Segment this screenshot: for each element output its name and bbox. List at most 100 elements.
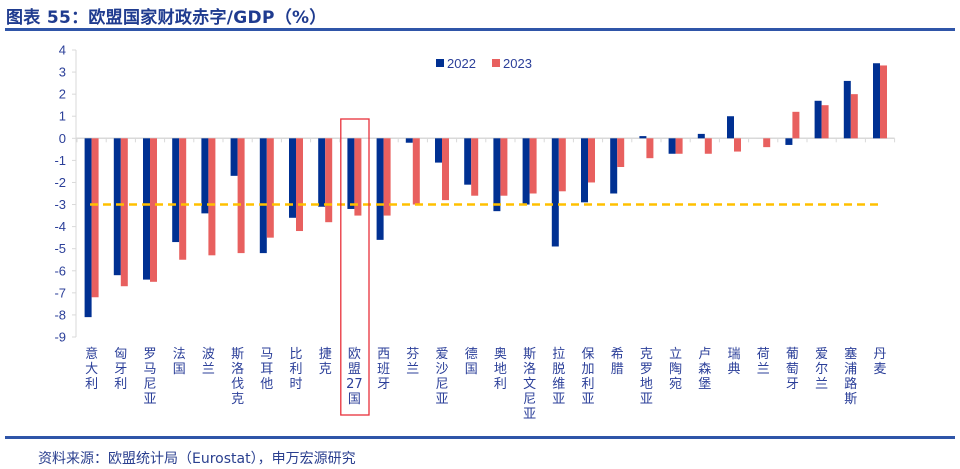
chart-title: 图表 55：欧盟国家财政赤字/GDP（%） [6, 8, 327, 28]
bar-2022-塞浦路斯 [843, 80, 851, 139]
bar-2023-瑞典 [734, 138, 741, 152]
x-tick-label: 葡萄牙 [786, 347, 799, 392]
x-tick-label: 匈牙利 [114, 347, 127, 392]
x-tick-label: 罗马尼亚 [143, 347, 156, 407]
x-tick-label: 西班牙 [377, 347, 390, 392]
bar-2022-罗马尼亚 [143, 138, 150, 280]
bar-2023-比利时 [296, 138, 303, 232]
bar-2023-法国 [179, 138, 187, 260]
y-tick-label: -3 [54, 197, 66, 212]
bar-2023-意大利 [91, 138, 99, 298]
source-note: 资料来源：欧盟统计局（Eurostat），申万宏源研究 [38, 451, 356, 467]
x-tick-label: 芬兰 [406, 347, 419, 377]
bar-2022-奥地利 [493, 138, 501, 212]
x-tick-label: 法国 [173, 347, 186, 377]
y-tick-label: -1 [54, 153, 66, 168]
bar-2022-欧盟27国 [347, 138, 355, 209]
bar-2022-马耳他 [259, 138, 267, 254]
x-tick-label: 奥地利 [494, 347, 507, 392]
bar-2022-爱沙尼亚 [435, 138, 442, 163]
bar-2023-丹麦 [880, 65, 887, 139]
legend-swatch-2022 [436, 59, 444, 67]
x-tick-label: 爱尔兰 [815, 347, 828, 392]
y-tick-label: 2 [59, 87, 66, 102]
bar-2023-希腊 [617, 138, 625, 168]
legend-label-2023: 2023 [503, 56, 532, 71]
x-tick-label: 拉脱维亚 [552, 347, 565, 407]
x-tick-label: 克罗地亚 [640, 347, 653, 407]
bar-2022-丹麦 [873, 63, 880, 139]
x-tick-label: 比利时 [289, 347, 302, 392]
y-tick-label: 0 [59, 131, 66, 146]
bar-2022-拉脱维亚 [551, 138, 559, 247]
bar-2023-波兰 [208, 138, 216, 256]
legend-label-2022: 2022 [447, 56, 476, 71]
x-tick-label: 斯洛文尼亚 [523, 347, 536, 422]
bars [84, 63, 887, 318]
x-tick-label: 瑞典 [727, 347, 740, 377]
x-axis [76, 137, 896, 143]
bar-2023-克罗地亚 [646, 138, 654, 159]
bar-2022-德国 [464, 138, 472, 185]
bar-2022-立陶宛 [668, 138, 676, 154]
y-tick-label: 1 [59, 109, 66, 124]
y-tick-label: 4 [59, 43, 66, 58]
legend: 2022 2023 [436, 56, 532, 71]
bar-2022-卢森堡 [697, 133, 705, 139]
bar-2022-匈牙利 [113, 138, 121, 276]
x-tick-label: 捷克 [319, 347, 332, 377]
bar-2023-欧盟27国 [354, 138, 362, 216]
x-tick-label: 爱沙尼亚 [435, 347, 448, 407]
x-tick-label: 丹麦 [873, 347, 886, 377]
bar-2023-荷兰 [763, 138, 771, 148]
bar-2023-爱尔兰 [821, 105, 829, 139]
x-tick-label: 立陶宛 [669, 347, 682, 392]
bar-2023-奥地利 [500, 138, 508, 196]
bar-2022-法国 [172, 138, 180, 243]
bar-2022-克罗地亚 [639, 136, 647, 139]
bar-2023-立陶宛 [675, 138, 683, 154]
legend-swatch-2023 [492, 59, 500, 67]
bar-2022-葡萄牙 [785, 138, 793, 145]
y-tick-label: -2 [54, 175, 66, 190]
bar-2023-匈牙利 [120, 138, 128, 287]
bar-2023-保加利亚 [588, 138, 595, 183]
bar-2022-西班牙 [376, 138, 384, 240]
bar-2023-芬兰 [412, 138, 420, 205]
x-tick-label: 希腊 [611, 347, 624, 377]
y-axis: 4 3 2 1 0 -1 -2 -3 -4 -5 -6 -7 -8 -9 [54, 43, 77, 345]
y-tick-label: -9 [54, 330, 66, 345]
header-rule [5, 28, 955, 31]
y-tick-label: -4 [54, 219, 66, 234]
x-tick-label: 欧盟 27 国 [346, 347, 363, 407]
x-tick-label: 意大利 [85, 346, 98, 392]
highlight-box [340, 118, 370, 416]
y-tick-label: -6 [54, 263, 66, 278]
y-tick-label: -7 [54, 285, 66, 300]
bar-2022-爱尔兰 [814, 100, 822, 139]
bar-2023-拉脱维亚 [558, 138, 566, 192]
bar-2023-德国 [471, 138, 479, 196]
y-tick-label: -5 [54, 241, 66, 256]
bar-2023-斯洛伐克 [237, 138, 245, 254]
bar-2023-西班牙 [383, 138, 391, 216]
bar-2022-捷克 [318, 138, 326, 207]
x-tick-label: 塞浦路斯 [844, 346, 857, 407]
x-tick-label: 荷兰 [757, 347, 770, 377]
y-tick-label: 3 [59, 65, 66, 80]
bar-2022-波兰 [201, 138, 209, 214]
bar-2023-卢森堡 [704, 138, 712, 154]
bar-2023-爱沙尼亚 [442, 138, 449, 201]
bar-2023-捷克 [325, 138, 333, 223]
bar-2022-保加利亚 [581, 138, 588, 203]
bar-2022-斯洛文尼亚 [522, 138, 530, 205]
bar-2022-希腊 [610, 138, 618, 194]
x-tick-label: 保加利亚 [581, 347, 594, 407]
bar-2022-斯洛伐克 [230, 138, 238, 176]
x-tick-label: 斯洛伐克 [231, 347, 244, 407]
bar-2023-马耳他 [266, 138, 274, 238]
x-tick-label: 波兰 [202, 347, 215, 377]
bar-2023-斯洛文尼亚 [529, 138, 537, 194]
